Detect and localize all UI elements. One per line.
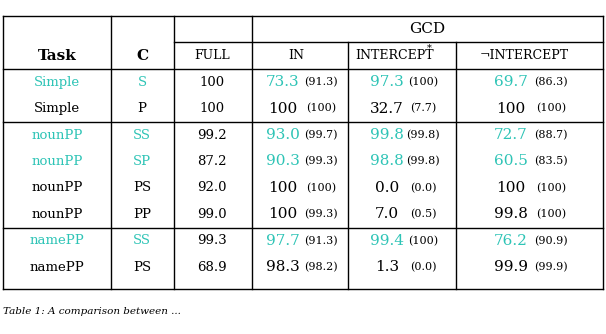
Text: 69.7: 69.7 (494, 75, 528, 89)
Text: (7.7): (7.7) (410, 104, 436, 114)
Text: (100): (100) (306, 104, 336, 114)
Text: 100: 100 (268, 181, 297, 195)
Text: namePP: namePP (30, 234, 84, 247)
Text: Simple: Simple (34, 102, 80, 115)
Text: (99.8): (99.8) (406, 130, 440, 140)
Text: (99.9): (99.9) (534, 262, 568, 273)
Text: nounPP: nounPP (31, 155, 82, 168)
Text: (0.0): (0.0) (410, 262, 436, 273)
Text: (99.8): (99.8) (406, 156, 440, 167)
Text: 98.8: 98.8 (370, 155, 404, 168)
Text: PS: PS (133, 261, 151, 274)
Text: (91.3): (91.3) (304, 77, 338, 87)
Text: (98.2): (98.2) (304, 262, 338, 273)
Text: nounPP: nounPP (31, 208, 82, 221)
Text: (100): (100) (536, 209, 566, 219)
Text: 99.8: 99.8 (494, 207, 528, 221)
Text: (88.7): (88.7) (534, 130, 568, 140)
Text: 98.3: 98.3 (265, 260, 299, 274)
Text: 100: 100 (496, 181, 525, 195)
Text: 100: 100 (199, 102, 224, 115)
Text: P: P (138, 102, 147, 115)
Text: 92.0: 92.0 (197, 181, 227, 194)
Text: nounPP: nounPP (31, 129, 82, 142)
Text: (0.5): (0.5) (410, 209, 436, 219)
Text: GCD: GCD (410, 22, 445, 36)
Text: C: C (136, 49, 148, 62)
Text: SP: SP (133, 155, 151, 168)
Text: 99.8: 99.8 (370, 128, 404, 142)
Text: (100): (100) (536, 104, 566, 114)
Text: 100: 100 (268, 102, 297, 116)
Text: (100): (100) (536, 183, 566, 193)
Text: FULL: FULL (194, 49, 230, 62)
Text: S: S (138, 75, 147, 89)
Text: (100): (100) (408, 77, 438, 87)
Text: PS: PS (133, 181, 151, 194)
Text: 90.3: 90.3 (265, 155, 299, 168)
Text: (91.3): (91.3) (304, 236, 338, 246)
Text: 99.4: 99.4 (370, 234, 404, 248)
Text: (86.3): (86.3) (534, 77, 568, 87)
Text: 1.3: 1.3 (375, 260, 399, 274)
Text: 100: 100 (268, 207, 297, 221)
Text: (83.5): (83.5) (534, 156, 568, 167)
Text: (100): (100) (306, 183, 336, 193)
Text: 32.7: 32.7 (370, 102, 404, 116)
Text: (90.9): (90.9) (534, 236, 568, 246)
Text: namePP: namePP (30, 261, 84, 274)
Text: Simple: Simple (34, 75, 80, 89)
Text: 100: 100 (496, 102, 525, 116)
Text: ¬INTERCEPT: ¬INTERCEPT (479, 49, 568, 62)
Text: 7.0: 7.0 (375, 207, 399, 221)
Text: 97.3: 97.3 (370, 75, 404, 89)
Text: (0.0): (0.0) (410, 183, 436, 193)
Text: IN: IN (288, 49, 304, 62)
Text: 73.3: 73.3 (266, 75, 299, 89)
Text: (100): (100) (408, 236, 438, 246)
Text: 93.0: 93.0 (265, 128, 299, 142)
Text: INTERCEPT: INTERCEPT (356, 49, 434, 62)
Text: 99.2: 99.2 (197, 129, 227, 142)
Text: 100: 100 (199, 75, 224, 89)
Text: (99.3): (99.3) (304, 209, 338, 219)
Text: SS: SS (133, 129, 151, 142)
Text: nounPP: nounPP (31, 181, 82, 194)
Text: 97.7: 97.7 (265, 234, 299, 248)
Text: (99.7): (99.7) (304, 130, 338, 140)
Text: *: * (427, 44, 431, 53)
Text: Task: Task (38, 49, 76, 62)
Text: (99.3): (99.3) (304, 156, 338, 167)
Text: 76.2: 76.2 (494, 234, 528, 248)
Text: 99.3: 99.3 (197, 234, 227, 247)
Text: 99.0: 99.0 (197, 208, 227, 221)
Text: 68.9: 68.9 (197, 261, 227, 274)
Text: 99.9: 99.9 (494, 260, 528, 274)
Text: Table 1: A comparison between ...: Table 1: A comparison between ... (3, 307, 181, 316)
Text: PP: PP (133, 208, 151, 221)
Text: 72.7: 72.7 (494, 128, 528, 142)
Text: 0.0: 0.0 (375, 181, 399, 195)
Text: 87.2: 87.2 (197, 155, 227, 168)
Text: SS: SS (133, 234, 151, 247)
Text: 60.5: 60.5 (494, 155, 528, 168)
